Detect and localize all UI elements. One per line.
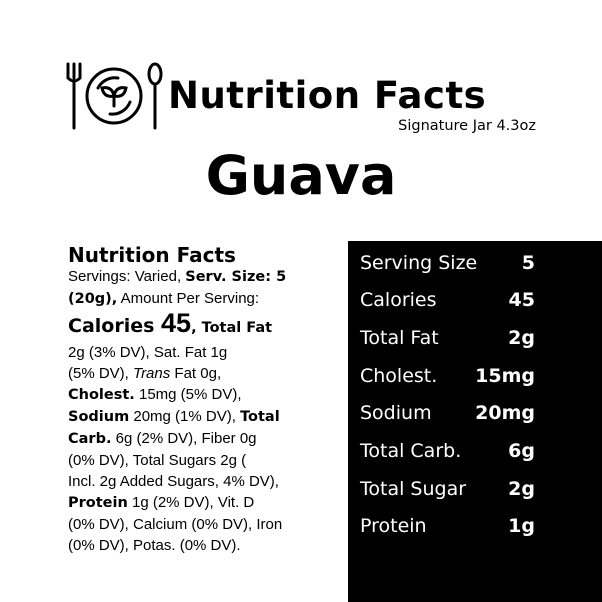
label-line: Servings: Varied, Serv. Size: 5 [68,268,287,285]
nutrition-label-text: Nutrition Facts Servings: Varied, Serv. … [68,244,348,556]
label-line: Cholest. 15mg (5% DV), [68,386,242,403]
label-line: Incl. 2g Added Sugars, 4% DV), [68,473,279,490]
product-name: Guava [205,144,397,207]
label-line: (0% DV), Total Sugars 2g ( [68,452,247,469]
label-line: Sodium 20mg (1% DV), Total [68,408,280,425]
label-line: Carb. 6g (2% DV), Fiber 0g [68,430,257,447]
panel-row-total-fat: Total Fat 2g [360,327,535,349]
panel-row-cholesterol: Cholest. 15mg [360,365,535,387]
header-subtitle: Signature Jar 4.3oz [398,118,536,134]
label-line: (5% DV), Trans Fat 0g, [68,365,222,382]
label-line: 2g (3% DV), Sat. Fat 1g [68,344,228,361]
panel-row-total-carb: Total Carb. 6g [360,440,535,462]
label-line: (20g), Amount Per Serving: [68,290,260,307]
label-heading: Nutrition Facts [68,243,236,267]
label-line: (0% DV), Potas. (0% DV). [68,537,241,554]
panel-row-protein: Protein 1g [360,515,535,537]
label-line-calories: Calories 45, Total Fat [68,308,273,338]
panel-row-serving-size: Serving Size 5 [360,252,535,274]
plate-fork-spoon-leaf-icon [66,62,163,130]
summary-panel: Serving Size 5 Calories 45 Total Fat 2g Cho… [348,241,602,602]
panel-row-calories: Calories 45 [360,289,535,311]
header-title: Nutrition Facts [168,74,487,117]
panel-row-total-sugar: Total Sugar 2g [360,478,535,500]
label-line: (0% DV), Calcium (0% DV), Iron [68,516,283,533]
label-line: Protein 1g (2% DV), Vit. D [68,494,255,511]
panel-row-sodium: Sodium 20mg [360,402,535,424]
